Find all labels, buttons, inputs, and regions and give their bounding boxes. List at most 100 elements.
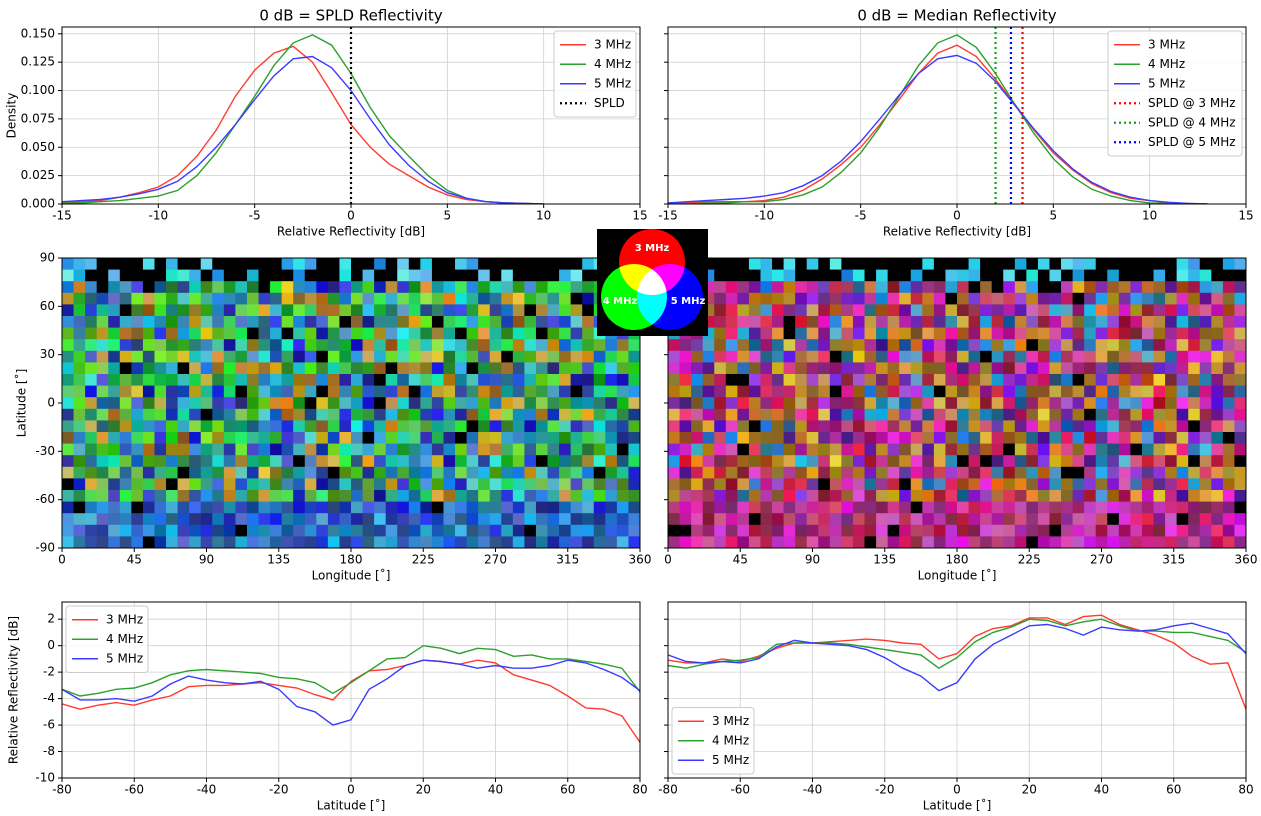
map-cell xyxy=(1026,513,1039,526)
map-cell xyxy=(466,501,479,514)
x-tick-label: -15 xyxy=(658,209,678,223)
map-cell xyxy=(142,524,155,537)
map-cell xyxy=(922,281,935,294)
map-cell xyxy=(737,362,750,375)
map-cell xyxy=(1026,490,1039,503)
map-cell xyxy=(887,362,900,375)
map-cell xyxy=(1130,350,1143,363)
map-cell xyxy=(605,432,618,445)
map-cell xyxy=(281,362,294,375)
map-cell xyxy=(980,501,993,514)
map-cell xyxy=(1188,524,1201,537)
map-cell xyxy=(1003,350,1016,363)
map-cell xyxy=(1049,362,1062,375)
map-cell xyxy=(582,316,595,329)
map-cell xyxy=(351,316,364,329)
map-cell xyxy=(154,258,167,271)
map-cell xyxy=(408,385,421,398)
map-cell xyxy=(478,304,491,317)
map-cell xyxy=(1003,524,1016,537)
map-cell xyxy=(991,281,1004,294)
map-cell xyxy=(1061,536,1074,549)
map-cell xyxy=(945,281,958,294)
map-cell xyxy=(829,374,842,387)
x-tick-label: -20 xyxy=(269,783,289,797)
map-cell xyxy=(1026,316,1039,329)
map-cell xyxy=(420,350,433,363)
map-cell xyxy=(818,327,831,340)
map-cell xyxy=(691,490,704,503)
map-cell xyxy=(945,362,958,375)
legend-label: 4 MHz xyxy=(712,733,749,747)
map-cell xyxy=(142,374,155,387)
map-cell xyxy=(1072,374,1085,387)
map-cell xyxy=(131,443,144,456)
map-cell xyxy=(760,362,773,375)
map-cell xyxy=(420,490,433,503)
map-cell xyxy=(818,385,831,398)
x-tick-label: 0 xyxy=(347,209,355,223)
map-cell xyxy=(668,350,681,363)
map-cell xyxy=(1199,281,1212,294)
map-cell xyxy=(852,478,866,491)
map-cell xyxy=(119,327,132,340)
map-cell xyxy=(177,501,190,514)
map-cell xyxy=(512,408,525,421)
map-cell xyxy=(374,258,387,271)
map-cell xyxy=(852,501,866,514)
map-cell xyxy=(852,432,866,445)
map-cell xyxy=(501,432,514,445)
map-cell xyxy=(795,397,808,410)
map-cell xyxy=(420,397,433,410)
x-tick-label: 270 xyxy=(484,553,507,567)
map-cell xyxy=(737,455,750,468)
x-tick-label: 10 xyxy=(1142,209,1157,223)
legend-box xyxy=(65,605,149,673)
map-cell xyxy=(559,466,572,479)
map-cell xyxy=(142,292,155,305)
map-cell xyxy=(1072,408,1085,421)
map-cell xyxy=(725,304,738,317)
map-cell xyxy=(806,501,819,514)
map-cell xyxy=(235,524,248,537)
map-cell xyxy=(351,455,364,468)
map-cell xyxy=(235,304,248,317)
map-cell xyxy=(281,478,294,491)
map-cell xyxy=(1026,432,1039,445)
map-cell xyxy=(1211,524,1224,537)
map-cell xyxy=(737,478,750,491)
map-cell xyxy=(212,339,225,352)
map-cell xyxy=(1165,501,1178,514)
map-cell xyxy=(466,397,479,410)
map-cell xyxy=(62,536,75,549)
map-cell xyxy=(795,524,808,537)
map-cell xyxy=(131,455,144,468)
map-cell xyxy=(420,536,433,549)
map-cell xyxy=(841,513,854,526)
map-cell xyxy=(258,316,271,329)
map-cell xyxy=(1118,339,1131,352)
map-cell xyxy=(73,432,86,445)
map-cell xyxy=(760,466,773,479)
map-cell xyxy=(535,269,549,282)
map-cell xyxy=(293,536,306,549)
map-cell xyxy=(616,513,629,526)
map-cell xyxy=(1014,385,1027,398)
map-cell xyxy=(991,455,1004,468)
map-cell xyxy=(605,339,618,352)
map-cell xyxy=(864,327,877,340)
map-cell xyxy=(512,466,525,479)
map-cell xyxy=(73,385,86,398)
map-cell xyxy=(714,339,727,352)
map-cell xyxy=(1199,350,1212,363)
map-cell xyxy=(154,281,167,294)
map-cell xyxy=(760,258,773,271)
map-cell xyxy=(945,350,958,363)
map-cell xyxy=(62,397,75,410)
map-cell xyxy=(73,350,86,363)
map-cell xyxy=(1061,443,1074,456)
map-cell xyxy=(1095,258,1108,271)
series-line xyxy=(668,54,1208,204)
map-cell xyxy=(783,350,796,363)
map-cell xyxy=(1026,408,1039,421)
